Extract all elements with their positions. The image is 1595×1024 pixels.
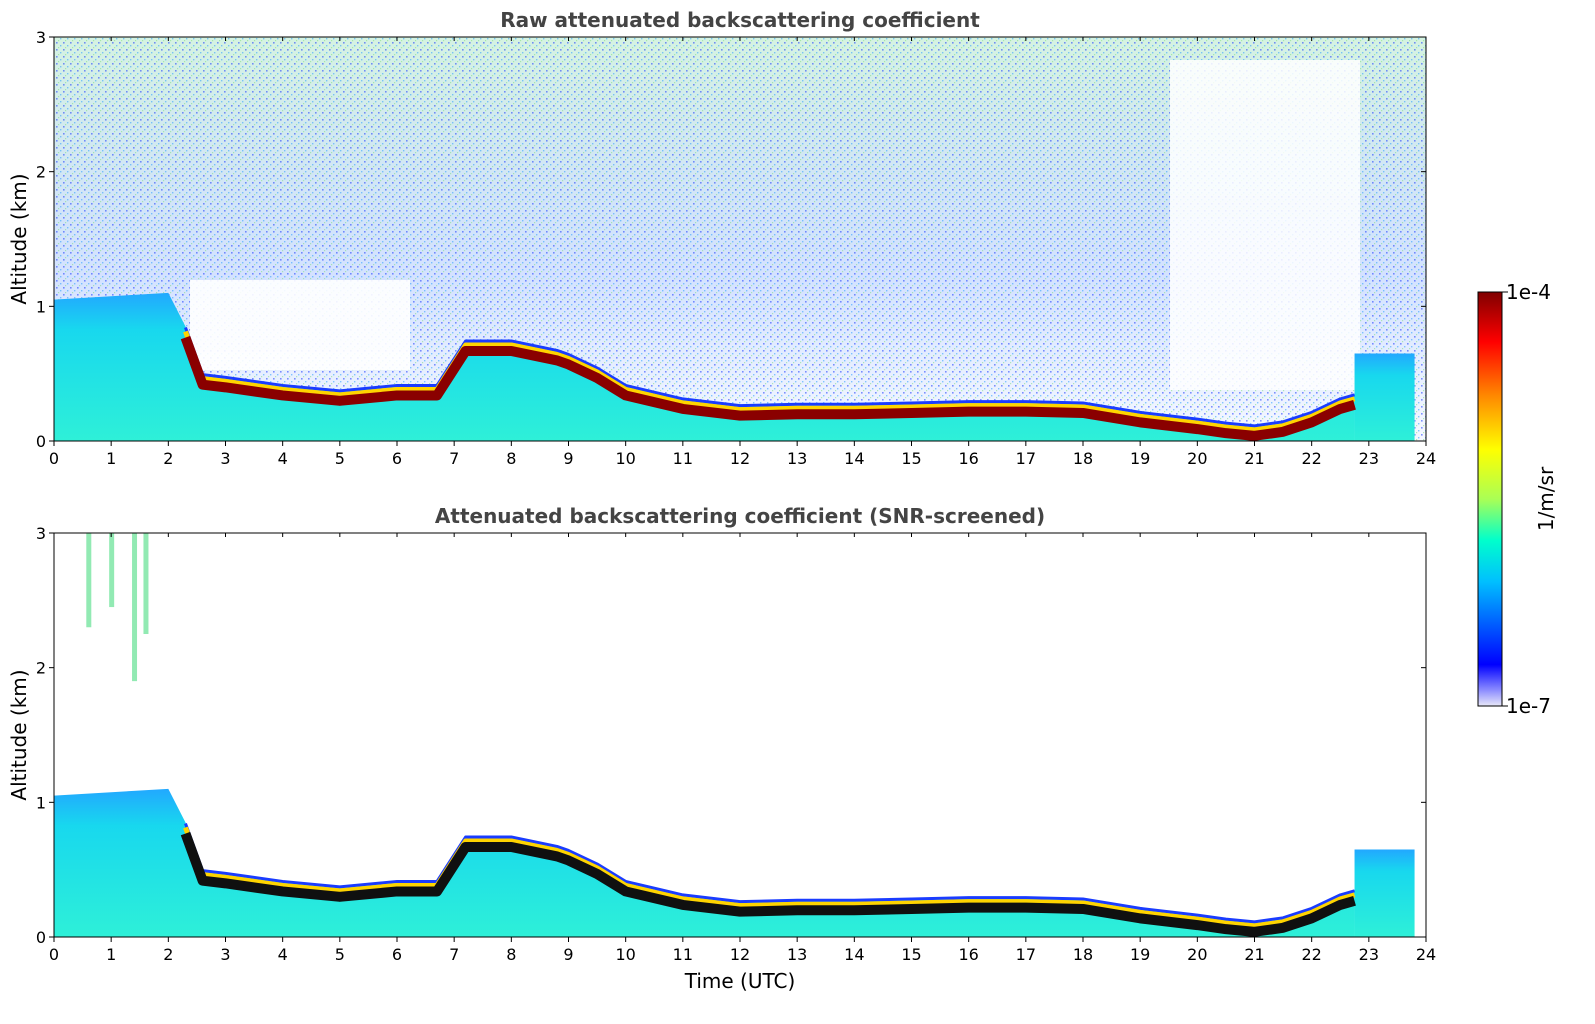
cloud-streak [109,533,115,608]
x-tick-label: 13 [787,449,807,468]
x-axis: 0 1 2 3 4 5 6 7 8 9 10 11 12 13 14 15 16 17 18 19 20 21 22 23 24 [49,533,1436,964]
boundary-layer [54,788,1415,937]
x-tick-label: 20 [1187,945,1207,964]
y-tick-label: 1 [36,297,46,316]
x-tick-label: 23 [1359,449,1379,468]
x-tick-label: 15 [901,449,921,468]
x-tick-label: 20 [1187,449,1207,468]
x-tick-label: 12 [730,945,750,964]
y-axis-label: Altitude (km) [7,669,31,800]
x-tick-label: 14 [844,945,864,964]
x-tick-label: 4 [278,945,288,964]
colorbar-gradient [1477,291,1503,707]
y-tick-label: 3 [36,28,46,47]
layer-peak [180,831,1356,937]
x-tick-label: 1 [106,449,116,468]
x-tick-label: 5 [335,449,345,468]
x-tick-label: 8 [506,449,516,468]
y-tick-label: 0 [36,432,46,451]
plot-area [54,533,1415,937]
x-tick-label: 2 [163,945,173,964]
x-tick-label: 10 [615,449,635,468]
x-tick-label: 21 [1244,449,1264,468]
x-tick-label: 19 [1130,449,1150,468]
x-tick-label: 1 [106,945,116,964]
x-tick-label: 16 [958,945,978,964]
clear-air-region [190,280,410,370]
x-tick-label: 17 [1016,945,1036,964]
y-tick-label: 3 [36,524,46,543]
x-tick-label: 11 [673,449,693,468]
plot-area [54,37,1426,441]
colorbar-label: 1/m/sr [1534,466,1558,531]
x-axis-label: Time (UTC) [684,969,796,993]
x-tick-label: 13 [787,945,807,964]
x-tick-label: 11 [673,945,693,964]
layer-edge [184,823,1355,924]
x-tick-label: 24 [1416,449,1436,468]
x-tick-label: 7 [449,449,459,468]
x-tick-label: 6 [392,449,402,468]
layer-edge [184,327,1355,428]
x-tick-label: 4 [278,449,288,468]
cloud-streak [86,533,92,628]
x-tick-label: 0 [49,449,59,468]
cloud-streak [132,533,138,682]
x-tick-label: 22 [1301,945,1321,964]
y-axis: 0 1 2 3 [36,28,1426,451]
cloud-streak [143,533,149,634]
x-tick-label: 8 [506,945,516,964]
x-tick-label: 9 [563,945,573,964]
snr-screened-panel: Attenuated backscattering coefficient (S… [7,504,1436,993]
y-axis-label: Altitude (km) [7,173,31,304]
x-tick-label: 23 [1359,945,1379,964]
x-tick-label: 6 [392,945,402,964]
cloud-streaks [86,533,149,682]
x-tick-label: 3 [220,449,230,468]
x-tick-label: 3 [220,945,230,964]
raw-backscatter-panel: Raw attenuated backscattering coefficien… [7,8,1436,468]
residual-layer [1354,353,1415,441]
x-tick-label: 17 [1016,449,1036,468]
x-tick-label: 7 [449,945,459,964]
x-axis: 0 1 2 3 4 5 6 7 8 9 10 11 12 13 14 15 16 17 18 19 20 21 22 23 24 [49,37,1436,468]
x-tick-label: 16 [958,449,978,468]
layer-gradient [183,826,1356,929]
boundary-layer [54,292,1415,441]
clear-air-region [1170,60,1360,390]
x-tick-label: 22 [1301,449,1321,468]
y-axis: 0 1 2 3 [36,524,1426,947]
x-tick-label: 2 [163,449,173,468]
colorbar-max-label: 1e-4 [1506,280,1551,304]
layer-peak [180,335,1356,441]
axes-frame [53,532,1427,938]
y-tick-label: 2 [36,163,46,182]
panel-title: Raw attenuated backscattering coefficien… [500,8,980,32]
colorbar: 1e-4 1e-7 1/m/sr [1477,280,1558,718]
x-tick-label: 18 [1073,945,1093,964]
panel-title: Attenuated backscattering coefficient (S… [435,504,1045,528]
x-tick-label: 9 [563,449,573,468]
x-tick-label: 0 [49,945,59,964]
x-tick-label: 14 [844,449,864,468]
x-tick-label: 12 [730,449,750,468]
x-tick-label: 5 [335,945,345,964]
x-tick-label: 18 [1073,449,1093,468]
x-tick-label: 24 [1416,945,1436,964]
x-tick-label: 19 [1130,945,1150,964]
y-tick-label: 1 [36,793,46,812]
x-tick-label: 15 [901,945,921,964]
layer-gradient [183,330,1356,433]
y-tick-label: 0 [36,928,46,947]
x-tick-label: 21 [1244,945,1264,964]
residual-layer [1354,849,1415,937]
y-tick-label: 2 [36,659,46,678]
colorbar-min-label: 1e-7 [1506,694,1551,718]
x-tick-label: 10 [615,945,635,964]
